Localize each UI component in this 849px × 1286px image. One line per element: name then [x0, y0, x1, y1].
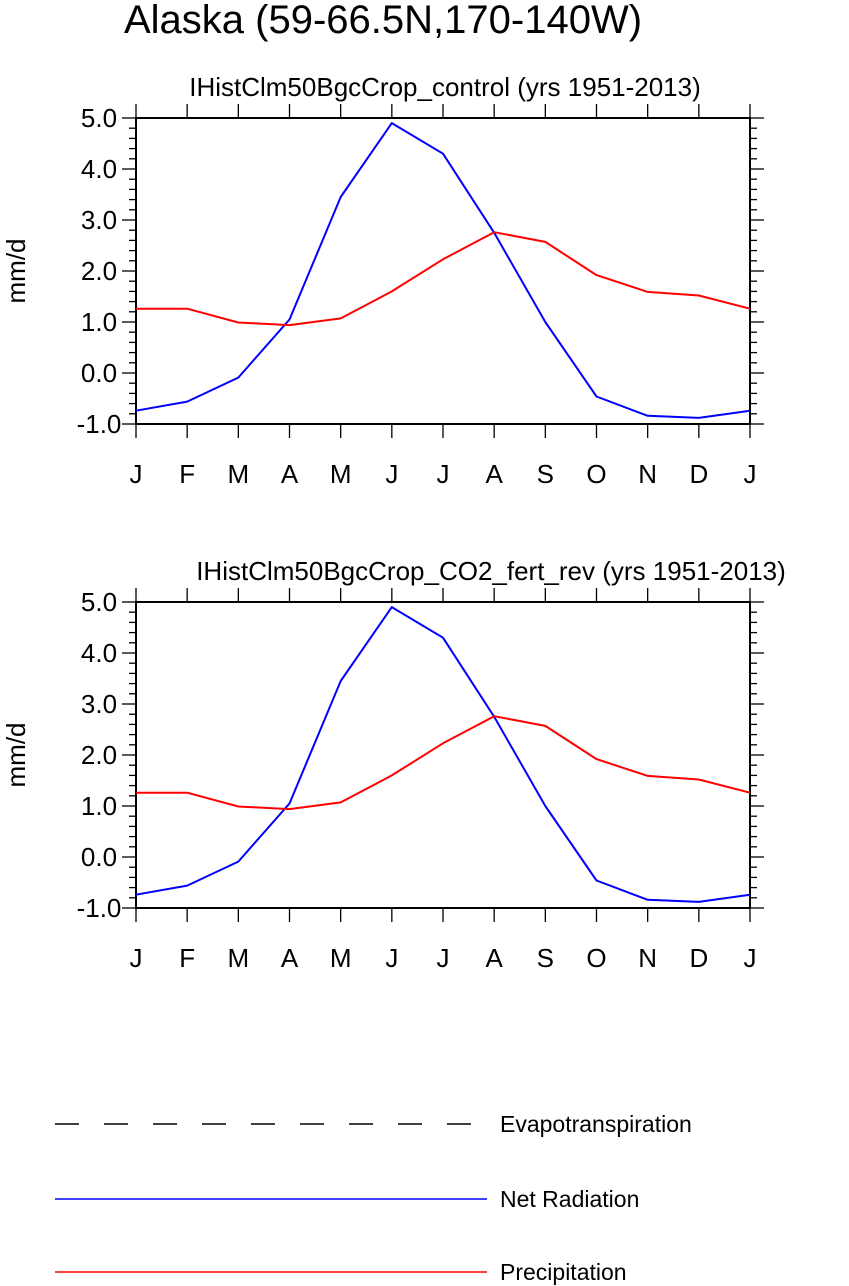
x-tick-label: N [638, 459, 657, 489]
x-tick-label: N [638, 943, 657, 973]
legend-label: Net Radiation [500, 1186, 639, 1212]
x-tick-label: A [281, 459, 299, 489]
x-tick-label: J [437, 943, 450, 973]
x-tick-label: D [689, 943, 708, 973]
y-ticks [122, 601, 764, 909]
y-ticks [122, 117, 764, 425]
y-tick-label: 2.0 [81, 740, 117, 770]
y-tick-label: 4.0 [81, 154, 117, 184]
x-tick-label: S [537, 943, 554, 973]
y-tick-label: 1.0 [81, 307, 117, 337]
y-tick-label: -1.0 [77, 893, 122, 923]
x-tick-label: O [586, 943, 606, 973]
x-tick-label: A [485, 943, 503, 973]
plot-title: IHistClm50BgcCrop_CO2_fert_rev (yrs 1951… [196, 556, 786, 586]
legend-item-evapotranspiration: Evapotranspiration [55, 1111, 692, 1137]
y-axis-label: mm/d [1, 723, 31, 788]
x-tick-label: J [385, 459, 398, 489]
x-tick-label: D [689, 459, 708, 489]
y-tick-label: 4.0 [81, 638, 117, 668]
y-tick-label: -1.0 [77, 409, 122, 439]
y-axis-label: mm/d [1, 239, 31, 304]
x-tick-label: J [744, 943, 757, 973]
x-tick-label: M [330, 943, 352, 973]
plot-frame [135, 117, 751, 425]
series-line-precipitation [136, 231, 751, 327]
series-line-precipitation [136, 715, 751, 811]
plot-control: IHistClm50BgcCrop_control (yrs 1951-2013… [1, 72, 764, 489]
y-tick-label: 1.0 [81, 791, 117, 821]
legend-label: Precipitation [500, 1259, 627, 1285]
x-tick-label: J [437, 459, 450, 489]
plot-title: IHistClm50BgcCrop_control (yrs 1951-2013… [189, 72, 701, 102]
y-tick-label: 0.0 [81, 842, 117, 872]
x-tick-label: M [227, 943, 249, 973]
y-tick-label: 5.0 [81, 587, 117, 617]
legend-label: Evapotranspiration [500, 1111, 692, 1137]
page-title: Alaska (59-66.5N,170-140W) [124, 0, 642, 42]
plot-frame [135, 601, 751, 909]
y-tick-label: 5.0 [81, 103, 117, 133]
series-line-net-radiation [135, 606, 751, 903]
y-tick-label: 3.0 [81, 689, 117, 719]
x-tick-label: A [281, 943, 299, 973]
x-tick-label: F [179, 459, 195, 489]
x-tick-label: J [385, 943, 398, 973]
x-tick-label: M [227, 459, 249, 489]
y-tick-label: 3.0 [81, 205, 117, 235]
y-tick-label: 0.0 [81, 358, 117, 388]
x-tick-label: J [744, 459, 757, 489]
x-tick-label: A [485, 459, 503, 489]
series-line-net-radiation [135, 122, 751, 419]
plot-co2-fert-rev: IHistClm50BgcCrop_CO2_fert_rev (yrs 1951… [1, 556, 786, 973]
x-tick-label: F [179, 943, 195, 973]
legend: Evapotranspiration Net Radiation Precipita… [55, 1111, 692, 1285]
x-tick-label: O [586, 459, 606, 489]
x-tick-label: J [130, 943, 143, 973]
x-tick-label: J [130, 459, 143, 489]
legend-item-precipitation: Precipitation [55, 1259, 627, 1285]
x-tick-label: M [330, 459, 352, 489]
y-tick-label: 2.0 [81, 256, 117, 286]
legend-item-net-radiation: Net Radiation [55, 1186, 639, 1212]
x-tick-label: S [537, 459, 554, 489]
